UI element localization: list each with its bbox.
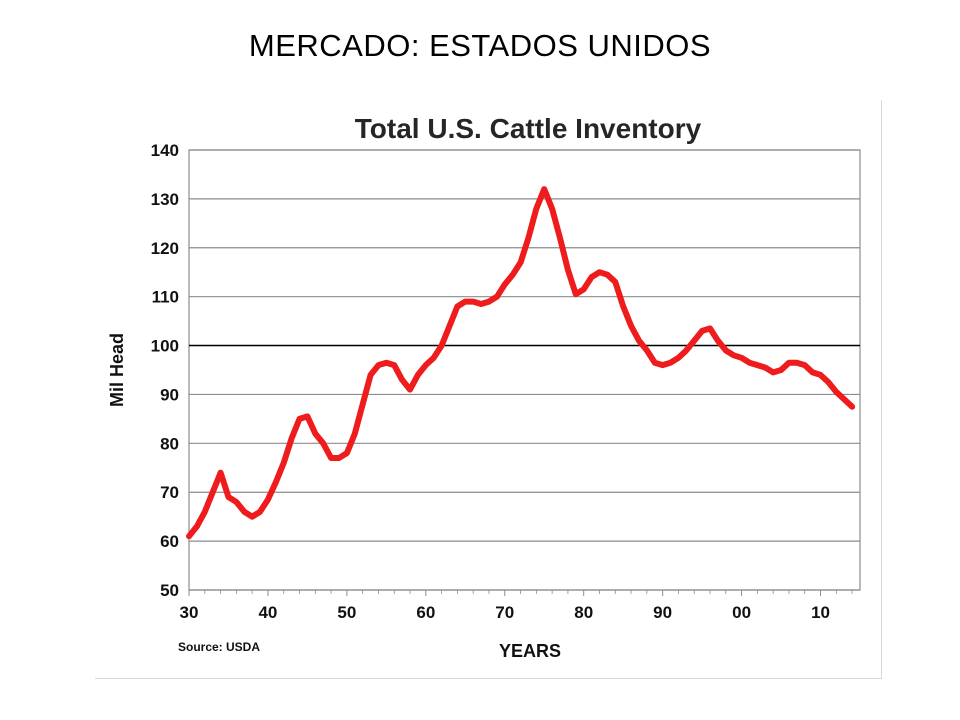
y-tick-label: 60 [160, 532, 179, 551]
x-tick-label: 00 [732, 603, 751, 622]
y-tick-label: 90 [160, 385, 179, 404]
series-line-total-cattle [186, 186, 856, 540]
y-tick-labels: 50 60 70 80 90 100 110 120 130 140 [151, 141, 179, 600]
plot-area-frame [188, 149, 861, 591]
x-tick-label: 60 [416, 603, 435, 622]
chart-title: Total U.S. Cattle Inventory [355, 113, 702, 144]
x-tick-label: 90 [653, 603, 672, 622]
slide-title: MERCADO: ESTADOS UNIDOS [248, 28, 712, 63]
x-tick-label: 70 [495, 603, 514, 622]
y-tick-label: 80 [160, 434, 179, 453]
x-tick-labels: 30 40 50 60 70 80 90 00 10 [180, 603, 830, 622]
source-note: Source: USDA [178, 640, 260, 654]
chart-panel: Total U.S. Cattle Inventory 50 60 70 80 90 10… [95, 100, 882, 679]
x-tick-label: 10 [811, 603, 830, 622]
y-tick-label: 110 [152, 288, 179, 307]
x-tick-label: 50 [337, 603, 356, 622]
y-tick-label: 140 [151, 141, 179, 160]
cattle-inventory-chart: Total U.S. Cattle Inventory 50 60 70 80 90 10… [107, 113, 861, 661]
x-tick-label: 40 [258, 603, 277, 622]
y-tick-label: 50 [160, 581, 179, 600]
y-axis-label: Mil Head [107, 333, 127, 407]
y-tick-label: 130 [151, 190, 179, 209]
gridlines [188, 149, 860, 596]
x-tick-label: 80 [574, 603, 593, 622]
y-tick-label: 120 [151, 239, 179, 258]
x-axis-label: YEARS [499, 641, 561, 661]
y-tick-label: 70 [160, 483, 179, 502]
y-tick-label: 100 [151, 337, 179, 356]
x-tick-label: 30 [180, 603, 199, 622]
